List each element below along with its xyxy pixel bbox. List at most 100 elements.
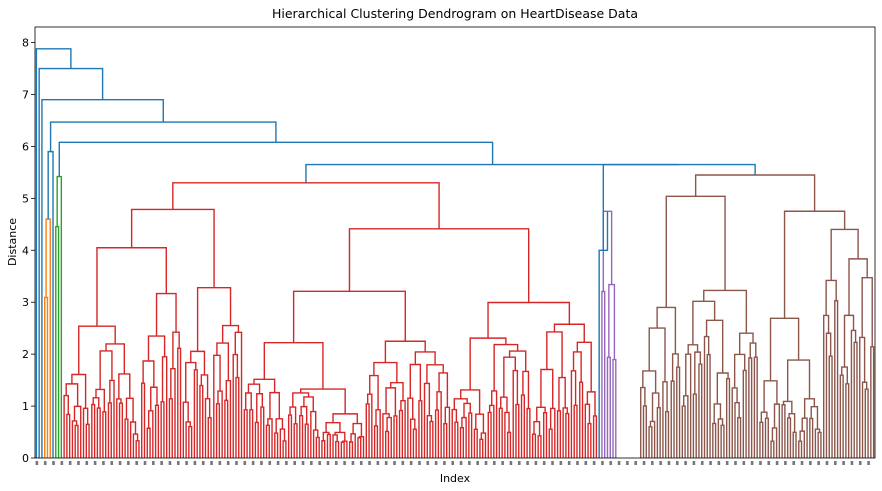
dendrogram-link [366, 393, 373, 458]
leaf-label-mark [401, 461, 405, 465]
leaf-label-mark [376, 461, 380, 465]
dendrogram-link [649, 420, 656, 458]
dendrogram-link [705, 319, 724, 374]
leaf-label-mark [243, 461, 247, 465]
dendrogram-link [830, 228, 859, 281]
dendrogram-link [584, 403, 591, 458]
dendrogram-link [196, 286, 232, 352]
leaf-label-mark [858, 461, 862, 465]
leaf-label-mark [526, 461, 529, 465]
leaf-label-mark [310, 461, 313, 465]
dendrogram-link [342, 440, 348, 458]
dendrogram-link [217, 390, 223, 458]
y-tick-label: 7 [22, 89, 29, 102]
dendrogram-link [798, 440, 803, 458]
dendrogram-link [312, 429, 319, 458]
dendrogram-link [694, 351, 702, 395]
dendrogram-link [479, 438, 484, 458]
dendrogram-link [224, 399, 229, 458]
leaf-label-mark [709, 461, 712, 465]
dendrogram-link [47, 150, 54, 458]
dendrogram-link [300, 405, 308, 425]
y-tick-label: 0 [22, 452, 29, 465]
dendrogram-link [606, 356, 611, 458]
leaf-label-mark [759, 461, 762, 465]
dendrogram-link [95, 388, 106, 412]
leaf-label-mark [135, 461, 138, 465]
dendrogram-link [665, 195, 726, 308]
dendrogram-link [786, 417, 792, 458]
dendrogram-link [375, 409, 381, 458]
dendrogram-link [731, 387, 738, 458]
leaf-label-mark [784, 461, 787, 465]
dendrogram-link [190, 350, 206, 375]
leaf-label-mark [384, 461, 388, 465]
dendrogram-link [716, 372, 729, 404]
leaf-label-mark [110, 461, 114, 465]
leaf-label-mark [35, 461, 39, 465]
leaf-label-mark [767, 461, 771, 465]
chart-title: Hierarchical Clustering Dendrogram on He… [272, 6, 638, 21]
dendrogram-link [71, 420, 78, 458]
leaf-label-mark [451, 461, 455, 465]
leaf-label-mark [77, 461, 80, 465]
leaf-label-mark [102, 461, 105, 465]
dendrogram-link [540, 368, 554, 409]
dendrogram-link [45, 218, 51, 458]
leaf-label-mark [509, 461, 513, 465]
leaf-label-mark [842, 461, 845, 465]
leaf-label-mark [750, 461, 754, 465]
y-tick-label: 6 [22, 140, 29, 153]
leaf-label-mark [601, 461, 604, 465]
x-axis-label: Index [440, 472, 471, 485]
y-tick-label: 1 [22, 400, 29, 413]
dendrogram-link [500, 396, 508, 413]
dendrogram-link [759, 421, 764, 458]
leaf-label-mark [559, 461, 563, 465]
dendrogram-link [221, 324, 240, 344]
dendrogram-link [814, 428, 821, 458]
dendrogram-link [385, 387, 397, 416]
dendrogram-link [282, 440, 287, 458]
y-axis-label: Distance [6, 218, 19, 266]
dendrogram-link [244, 392, 252, 410]
dendrogram-link [642, 405, 647, 458]
y-tick-label: 8 [22, 37, 29, 50]
leaf-label-mark [800, 461, 804, 465]
leaf-label-mark [443, 461, 446, 465]
dendrogram-link [390, 381, 404, 401]
dendrogram-link [782, 400, 793, 414]
dendrogram-link [498, 407, 503, 458]
dendrogram-link [147, 335, 166, 362]
y-tick-label: 4 [22, 244, 29, 257]
leaf-label-mark [260, 461, 263, 465]
leaf-label-mark [634, 461, 637, 465]
leaf-label-mark [409, 461, 413, 465]
plot-frame [34, 26, 876, 459]
dendrogram-link [506, 431, 512, 458]
dendrogram-link [253, 378, 276, 393]
dendrogram-link [292, 290, 406, 343]
leaf-label-mark [326, 461, 330, 465]
dendrogram-link [35, 48, 72, 458]
leaf-label-mark [343, 461, 346, 465]
dendrogram-link [656, 406, 661, 458]
y-axis: 0 1 2 3 4 5 6 7 8 [22, 37, 35, 465]
dendrogram-link [749, 342, 757, 358]
dendrogram-link [215, 403, 221, 458]
dendrogram-link [386, 416, 392, 458]
leaf-label-mark [517, 461, 521, 465]
dendrogram-link [463, 402, 471, 418]
dendrogram-link [576, 341, 592, 392]
dendrogram-link [185, 361, 197, 403]
dendrogram-link [63, 394, 69, 458]
dendrogram-link [742, 369, 747, 458]
dendrogram-link [694, 174, 816, 212]
dendrogram-link [155, 292, 177, 337]
dendrogram-link [734, 401, 740, 458]
dendrogram-link [602, 210, 613, 292]
dendrogram-link [129, 421, 137, 458]
leaf-label-mark [626, 461, 629, 465]
dendrogram-link [562, 407, 568, 458]
leaf-label-mark [301, 461, 305, 465]
